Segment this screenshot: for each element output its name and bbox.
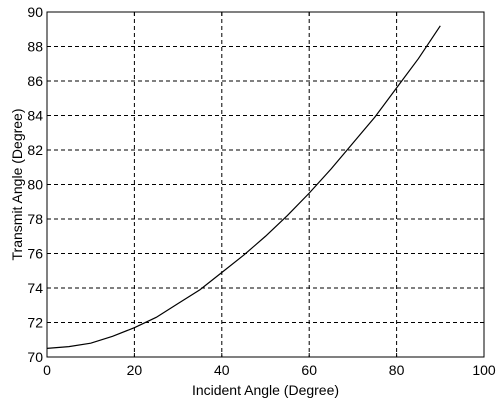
x-tick-label: 80 xyxy=(389,362,405,378)
grid-lines xyxy=(47,12,484,357)
y-tick-label: 80 xyxy=(27,177,43,193)
y-tick-label: 74 xyxy=(27,280,43,296)
tick-marks xyxy=(46,11,485,358)
y-tick-label: 76 xyxy=(27,246,43,262)
y-tick-label: 86 xyxy=(27,73,43,89)
y-tick-label: 82 xyxy=(27,142,43,158)
series-line xyxy=(46,25,441,349)
y-tick-labels: 70 72 74 76 78 80 82 84 86 88 90 xyxy=(27,4,43,365)
y-tick-label: 78 xyxy=(27,211,43,227)
y-tick-label: 88 xyxy=(27,39,43,55)
x-tick-label: 0 xyxy=(43,362,51,378)
x-tick-label: 60 xyxy=(301,362,317,378)
x-tick-label: 40 xyxy=(214,362,230,378)
y-tick-label: 90 xyxy=(27,4,43,20)
y-axis-label: Transmit Angle (Degree) xyxy=(9,109,25,261)
x-tick-labels: 0 20 40 60 80 100 xyxy=(43,362,496,378)
x-tick-label: 100 xyxy=(472,362,496,378)
y-tick-label: 72 xyxy=(27,315,43,331)
x-tick-label: 20 xyxy=(127,362,143,378)
y-tick-label: 84 xyxy=(27,108,43,124)
y-tick-label: 70 xyxy=(27,349,43,365)
x-axis-label: Incident Angle (Degree) xyxy=(192,382,339,398)
